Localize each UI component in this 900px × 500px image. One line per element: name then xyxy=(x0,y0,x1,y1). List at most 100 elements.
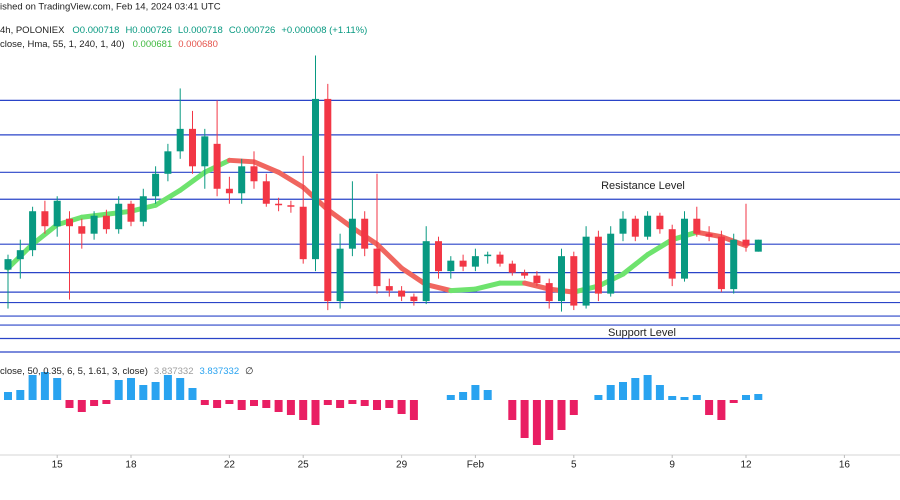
hma-value: 0.000680 xyxy=(178,39,218,50)
osc-bar xyxy=(409,400,418,420)
x-axis: 15 18 22 25 29 Feb 5 9 12 16 xyxy=(52,455,851,471)
osc-bar xyxy=(532,400,541,445)
hma-segment xyxy=(153,187,183,208)
x-tick-label: 15 xyxy=(52,460,64,471)
candle-body xyxy=(484,254,492,257)
candle-body xyxy=(681,218,689,279)
osc-bar xyxy=(126,378,135,400)
osc-bar xyxy=(286,400,295,415)
osc-bar xyxy=(65,400,74,408)
annotation: Support Level xyxy=(608,327,676,339)
osc-bar xyxy=(163,375,172,400)
osc-bar xyxy=(225,400,234,404)
candle-body xyxy=(533,275,541,284)
osc-bar xyxy=(717,400,726,420)
osc-bar xyxy=(28,375,37,400)
osc-bar xyxy=(53,378,62,400)
osc-bar xyxy=(680,397,689,400)
candle-body xyxy=(78,226,86,234)
osc-bar xyxy=(520,400,529,438)
candle-body xyxy=(496,254,504,264)
osc-bar xyxy=(348,400,357,404)
osc-bar xyxy=(336,400,345,408)
osc-bar xyxy=(606,385,615,400)
osc-bar xyxy=(16,390,25,400)
osc-bar xyxy=(742,395,751,400)
osc-bar xyxy=(545,400,554,440)
osc-bar xyxy=(385,400,394,408)
candle-body xyxy=(607,233,615,294)
candle-body xyxy=(521,272,529,276)
osc-bar xyxy=(692,395,701,400)
osc-bar xyxy=(668,396,677,400)
osc-bar xyxy=(311,400,320,425)
levels xyxy=(0,99,900,353)
hma-segment xyxy=(325,207,355,231)
osc-bar xyxy=(459,392,468,400)
candle-body xyxy=(188,128,196,167)
candle-body xyxy=(53,200,61,227)
change: +0.000008 (+1.11%) xyxy=(281,25,367,36)
candle-body xyxy=(29,211,37,251)
osc-bar xyxy=(188,388,197,400)
osc-bar xyxy=(114,380,123,400)
hma-segment xyxy=(399,265,429,288)
osc-bar xyxy=(631,378,640,400)
candle-body xyxy=(558,256,566,302)
osc-bar xyxy=(274,400,283,412)
osc-bar xyxy=(360,400,369,406)
symbol: 4h, POLONIEX xyxy=(0,25,65,36)
candle-body xyxy=(410,296,418,302)
hma-segment xyxy=(645,237,675,258)
candle-body xyxy=(422,241,430,302)
hma-segment xyxy=(448,286,478,294)
candle-body xyxy=(594,236,602,294)
osc-bar xyxy=(323,400,332,405)
candle-body xyxy=(287,205,295,207)
candle-body xyxy=(115,203,123,230)
candle-body xyxy=(262,181,270,204)
osc-bar xyxy=(471,385,480,400)
osc-bar xyxy=(655,385,664,400)
published: ished on TradingView.com, Feb 14, 2024 0… xyxy=(0,2,221,13)
osc-bar xyxy=(299,400,308,420)
osc-bar xyxy=(729,400,738,403)
ohlc: H0.000726 xyxy=(125,25,171,36)
candle-body xyxy=(16,250,24,260)
osc-bar xyxy=(90,400,99,406)
osc-bar xyxy=(446,395,455,400)
candle-body xyxy=(508,263,516,273)
candle-body xyxy=(545,283,553,302)
osc-bar xyxy=(397,400,406,414)
candle-body xyxy=(742,239,750,246)
oscillator xyxy=(3,372,763,445)
osc-value: 3.837332 xyxy=(200,366,240,377)
candle-body xyxy=(152,173,160,197)
candle-body xyxy=(311,98,319,260)
osc-bar xyxy=(40,372,49,400)
candle-body xyxy=(631,218,639,237)
candle-body xyxy=(41,211,49,227)
osc-bar xyxy=(249,400,258,406)
candle-body xyxy=(668,229,676,279)
osc-bar xyxy=(176,378,185,400)
osc-bar xyxy=(705,400,714,415)
osc-bar xyxy=(200,400,209,405)
hma-params: close, Hma, 55, 1, 240, 1, 40) xyxy=(0,39,125,50)
x-tick-label: 22 xyxy=(224,460,236,471)
osc-bar xyxy=(594,395,603,400)
x-tick-label: 29 xyxy=(396,460,408,471)
osc-legend: close, 50, 0.35, 6, 5, 1.61, 3, close) 3.… xyxy=(0,366,253,377)
candle-body xyxy=(238,166,246,194)
candle-body xyxy=(176,128,184,152)
x-tick-label: 16 xyxy=(839,460,851,471)
hma-segment xyxy=(374,241,405,271)
osc-bar xyxy=(483,390,492,400)
osc-bar xyxy=(213,400,222,408)
osc-bar xyxy=(619,382,628,400)
candle-body xyxy=(164,151,172,174)
candle-body xyxy=(275,203,283,206)
x-tick-label: 18 xyxy=(125,460,137,471)
